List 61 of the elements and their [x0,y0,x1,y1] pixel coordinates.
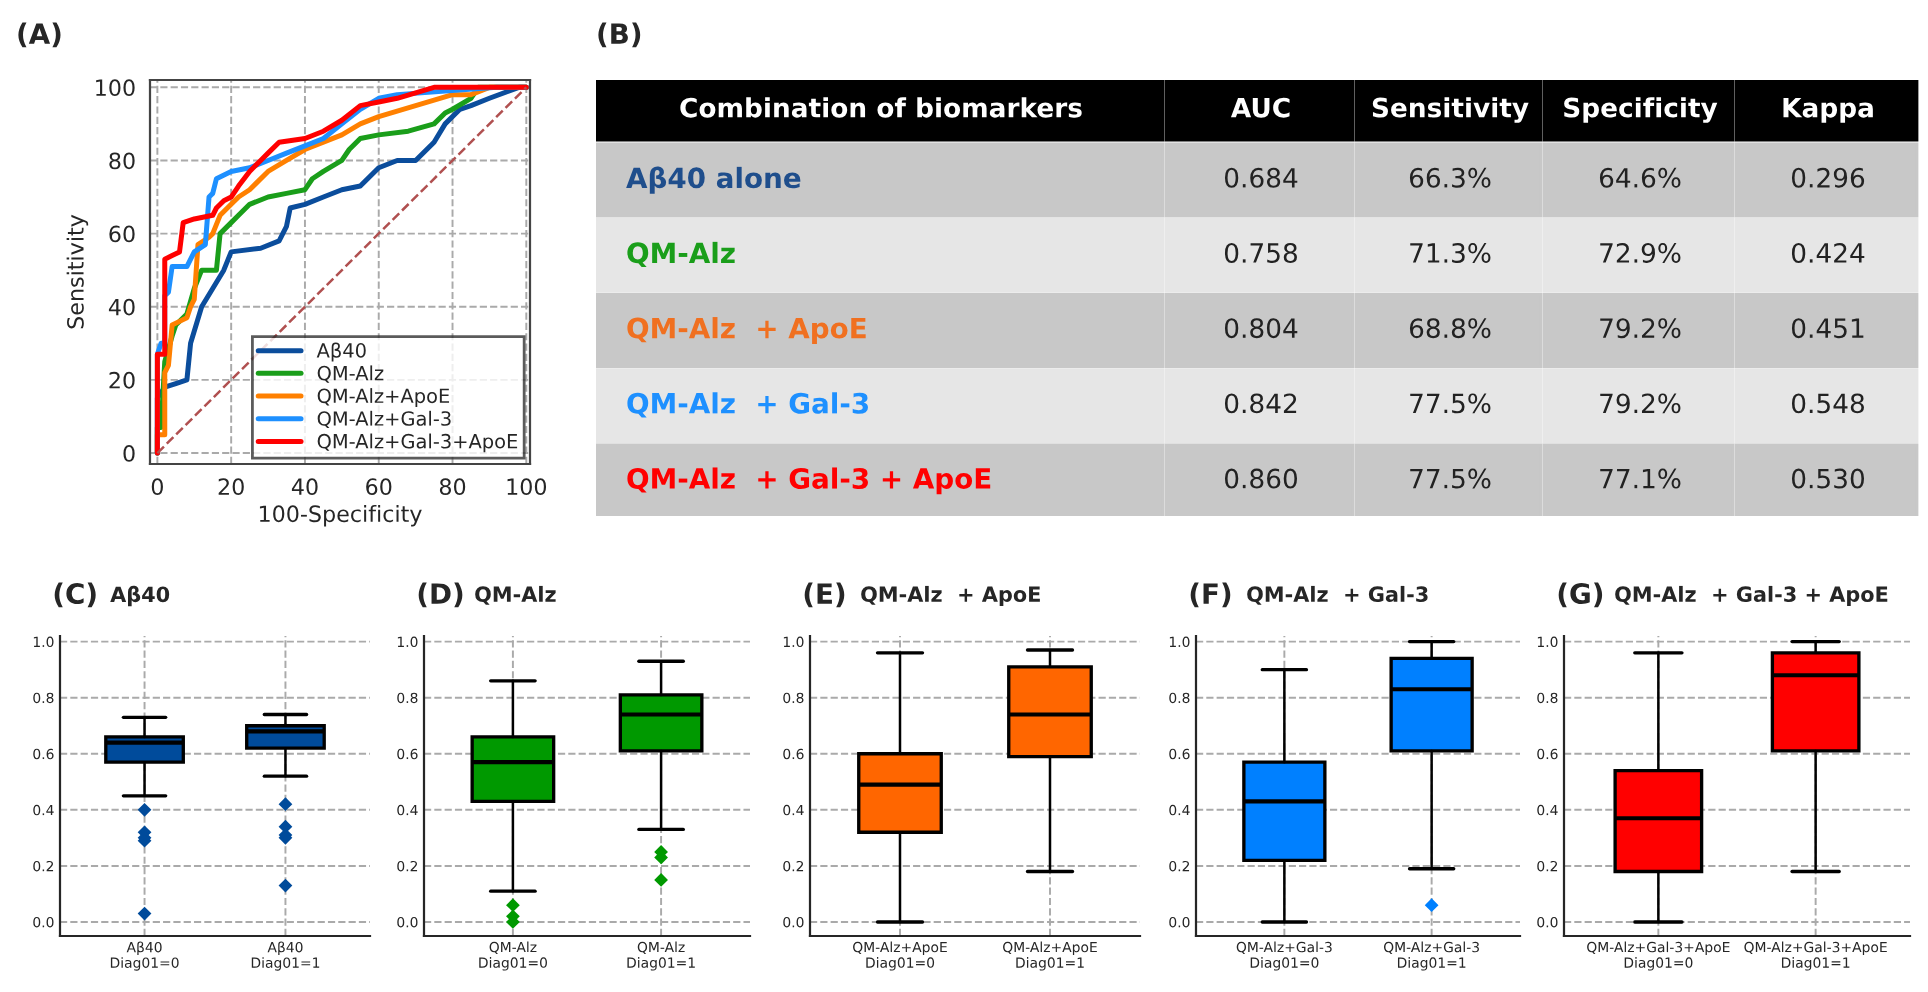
legend-label: QM-Alz+ApoE [317,388,450,407]
text: 66.3% [1409,167,1491,188]
text: 79.2% [1600,393,1681,414]
chart-title: (D) [418,582,463,608]
text: 77.1% [1600,468,1681,489]
text: Kappa [1783,98,1873,123]
chart-subtitle: QM-Alz + Gal-3 [1247,585,1428,605]
text: 0.804 [1224,318,1298,339]
text: 0.758 [1224,243,1297,263]
text: 0.451 [1791,318,1864,339]
chart-title: (C) [54,582,96,608]
chart-title: (A) [18,22,61,48]
y-tick-label: 80 [109,152,135,170]
text: (B) [598,22,641,48]
y-tick-label: 60 [109,225,135,243]
x-tick-label: 100 [507,478,547,496]
text: Aβ40 alone [626,166,801,194]
y-tick-label: 40 [108,298,135,316]
text: 79.2% [1600,318,1681,339]
chart-subtitle: QM-Alz + Gal-3 + ApoE [1615,585,1888,607]
y-tick-label: 0 [123,444,135,462]
y-tick-label: 100 [96,79,135,97]
x-tick-label: 60 [366,478,392,496]
text: QM-Alz + Gal-3 + ApoE [627,467,991,495]
text: 0.530 [1791,468,1865,489]
text: 0.296 [1791,167,1865,188]
text: 68.8% [1409,318,1491,339]
text: QM-Alz + Gal-3 [627,392,868,418]
x-tick-label: 20 [218,478,244,496]
chart-title: (G) [1558,582,1603,608]
x-tick-label: 40 [291,478,318,496]
y-tick-label: 20 [109,371,135,389]
legend-label: QM-Alz+Gal-3+ApoE [317,433,518,453]
legend-label: QM-Alz [317,365,384,383]
text: Combination of biomarkers [680,97,1082,118]
x-axis-title: 100-Specificity [259,504,422,527]
chart-title: (F) [1190,582,1231,608]
chart-subtitle: QM-Alz [475,585,556,605]
text: 0.860 [1224,468,1298,489]
text: 0.684 [1224,167,1298,188]
text: 0.424 [1791,243,1865,263]
y-axis-title: Sensitivity [66,214,89,329]
text: QM-Alz [627,241,735,268]
chart-title: (E) [804,582,845,608]
x-tick-label: 80 [439,478,466,496]
text: 77.5% [1410,468,1491,489]
text: Specificity [1564,97,1718,123]
legend-label: QM-Alz+Gal-3 [317,410,451,429]
text: 0.548 [1791,393,1864,414]
text: Sensitivity [1372,97,1529,123]
text: 71.3% [1410,243,1491,263]
chart-subtitle: Aβ40 [110,585,170,607]
text: 72.9% [1600,243,1681,263]
text: AUC [1230,97,1290,118]
x-tick-label: 0 [151,478,163,496]
text: QM-Alz + ApoE [627,317,866,344]
text: 64.6% [1599,167,1681,188]
text: 77.5% [1410,393,1491,414]
legend-label: Aβ40 [316,342,366,362]
text: 0.842 [1224,393,1297,414]
chart-subtitle: QM-Alz + ApoE [861,585,1040,607]
